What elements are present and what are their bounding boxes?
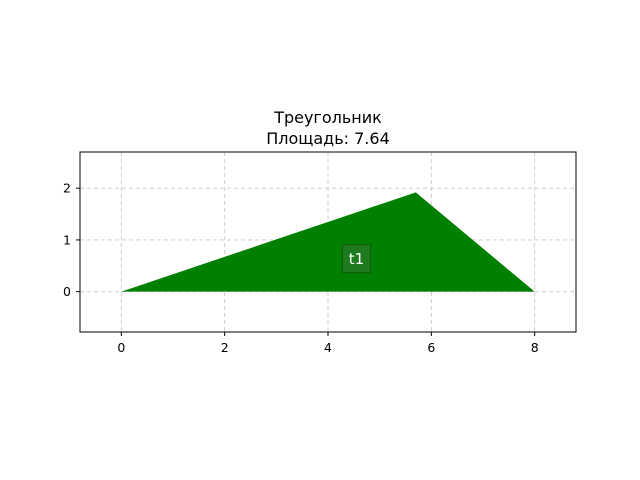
annotation-label: t1 [349,250,364,268]
x-tick-label: 6 [427,340,435,355]
y-tick-label: 1 [63,232,71,247]
annotations: t1 [341,244,371,274]
x-tick-label: 4 [324,340,332,355]
x-tick-label: 0 [117,340,125,355]
x-tick-label: 2 [221,340,229,355]
chart-title: Треугольник [273,108,382,127]
y-tick-label: 0 [63,284,71,299]
plot-data [121,192,535,292]
y-tick-label: 2 [63,181,71,196]
annotation-box [341,244,371,274]
axis-ticks: 0 2 4 6 8 0 1 2 [63,181,539,355]
x-tick-label: 8 [531,340,539,355]
triangle-shape [121,192,535,292]
chart-subtitle: Площадь: 7.64 [266,129,390,148]
